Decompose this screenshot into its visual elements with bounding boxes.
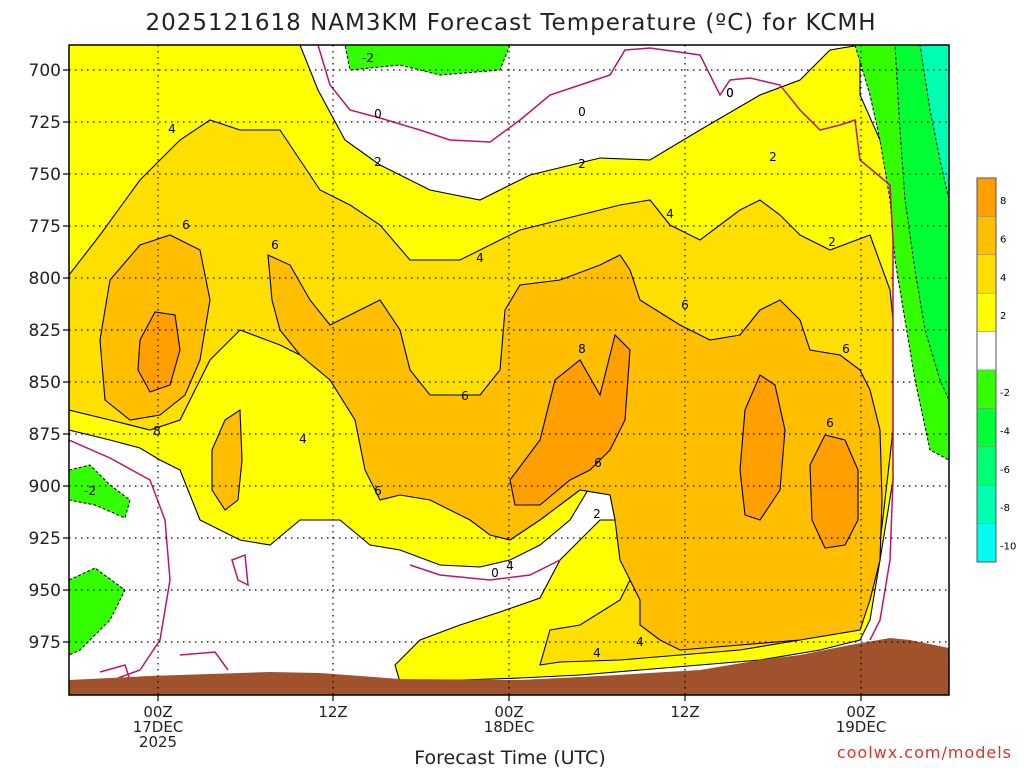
x-tick-label: 18DEC — [484, 718, 535, 736]
colorbar-label: -2 — [1000, 388, 1010, 399]
zero-contour-line — [231, 553, 249, 587]
contour-label: 2 — [578, 157, 586, 171]
x-axis-title: Forecast Time (UTC) — [414, 747, 605, 768]
contour-label: 0 — [491, 566, 499, 580]
contour-label: 6 — [271, 238, 279, 252]
y-tick-label: 950 — [29, 581, 61, 601]
zero-contour-line — [69, 439, 171, 679]
contour-label: 6 — [681, 298, 689, 312]
contour-label: 0 — [726, 86, 734, 100]
y-tick-label: 775 — [29, 217, 61, 237]
contour-label: 2 — [769, 150, 777, 164]
contour-label: 0 — [578, 105, 586, 119]
colorbar-swatch — [976, 408, 997, 448]
colorbar-label: 2 — [1000, 311, 1006, 322]
y-tick-label: 750 — [29, 165, 61, 185]
contour-label: 8 — [153, 424, 161, 438]
contour-label: 0 — [374, 107, 382, 121]
contour-label: 0 — [726, 86, 734, 100]
x-tick-label: 2025 — [139, 733, 177, 751]
x-tick-label: 19DEC — [836, 718, 887, 736]
chart-title: 2025121618 NAM3KM Forecast Temperature (… — [145, 10, 876, 36]
colorbar-label: 4 — [1000, 273, 1006, 284]
contour-label: 4 — [636, 635, 644, 649]
field-above-8 — [137, 311, 181, 393]
colorbar-swatch — [976, 292, 997, 332]
y-tick-label: 975 — [29, 633, 61, 653]
colorbar-label: -6 — [1000, 465, 1010, 476]
contour-label: 4 — [299, 432, 307, 446]
x-tick-label: 00Z — [143, 703, 172, 721]
y-tick-label: 925 — [29, 529, 61, 549]
zero-contour-line — [317, 45, 894, 641]
colorbar-swatch — [976, 254, 997, 294]
colorbar-swatch — [976, 484, 997, 524]
colorbar-swatch — [976, 446, 997, 486]
contour-label: 6 — [826, 416, 834, 430]
contour-label: 4 — [506, 559, 514, 573]
field-below-minus-8 — [919, 45, 949, 201]
contour-label: 4 — [666, 207, 674, 221]
contour-label: -2 — [84, 484, 96, 498]
y-tick-label: 850 — [29, 373, 61, 393]
y-tick-label: 725 — [29, 113, 61, 133]
field-above-8 — [509, 333, 631, 506]
colorbar: 8 6 4 2 -2 -4 -6 -8 -10 — [976, 177, 1016, 563]
contour-label: 6 — [594, 456, 602, 470]
field-above-8 — [739, 374, 786, 521]
contour-label: 6 — [842, 342, 850, 356]
colorbar-frame — [976, 177, 997, 563]
x-tick-label: 12Z — [318, 703, 347, 721]
contour-label: 2 — [593, 507, 601, 521]
ground-terrain — [69, 638, 949, 695]
x-tick-label: 12Z — [670, 703, 699, 721]
contour-label: 6 — [182, 218, 190, 232]
contour-label: 4 — [593, 646, 601, 660]
y-tick-label: 875 — [29, 425, 61, 445]
contour-label: 4 — [476, 251, 484, 265]
colorbar-label: 6 — [1000, 234, 1006, 245]
field-6-to-8 — [211, 408, 243, 511]
contour-label: -2 — [362, 51, 374, 65]
zero-contour-line — [99, 664, 131, 681]
colorbar-label: 8 — [1000, 196, 1006, 207]
field-above-8 — [809, 434, 859, 549]
colorbar-swatch — [976, 523, 997, 563]
contour-label: 6 — [374, 484, 382, 498]
colorbar-label: -10 — [1000, 542, 1016, 553]
field-below-minus-2 — [344, 45, 511, 76]
y-axis: 700 725 750 775 800 825 850 875 900 925 950 975 — [29, 61, 69, 653]
colorbar-swatch — [976, 331, 997, 371]
y-tick-label: 900 — [29, 477, 61, 497]
colorbar-swatch — [976, 177, 997, 217]
colorbar-label: -4 — [1000, 426, 1010, 437]
field-below-minus-2 — [69, 464, 131, 519]
contour-label: 6 — [461, 389, 469, 403]
contour-label: 2 — [828, 235, 836, 249]
y-tick-label: 700 — [29, 61, 61, 81]
colorbar-label: -8 — [1000, 503, 1010, 514]
y-tick-label: 825 — [29, 321, 61, 341]
zero-contour-line — [179, 651, 229, 671]
zero-contours — [69, 45, 894, 681]
gridlines — [69, 45, 949, 695]
colorbar-swatch — [976, 216, 997, 256]
y-tick-label: 800 — [29, 269, 61, 289]
credit-text: coolwx.com/models — [837, 743, 1012, 762]
x-tick-label: 00Z — [494, 703, 523, 721]
x-tick-label: 17DEC — [133, 718, 184, 736]
colorbar-swatch — [976, 369, 997, 409]
contour-label: 8 — [578, 342, 586, 356]
x-tick-label: 00Z — [846, 703, 875, 721]
zero-contour-line — [409, 559, 561, 581]
contour-label: 2 — [374, 155, 382, 169]
contour-label: 4 — [168, 122, 176, 136]
